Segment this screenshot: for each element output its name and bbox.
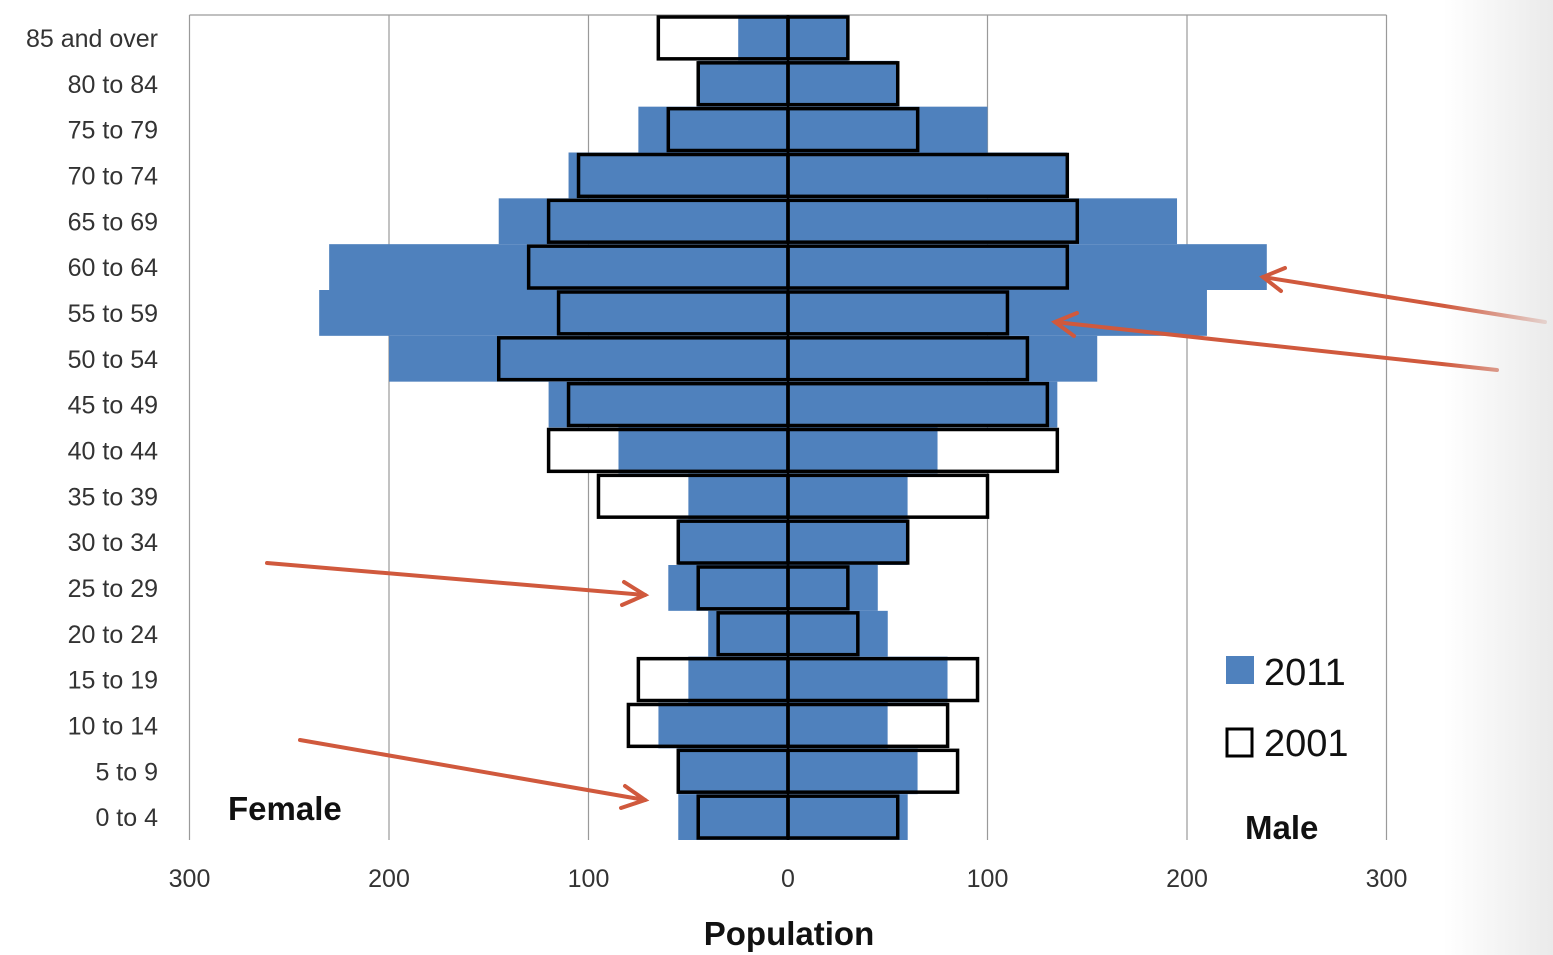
bar-2011-male (788, 794, 908, 840)
y-tick-label: 65 to 69 (68, 208, 158, 236)
male-label: Male (1245, 809, 1318, 846)
bar-2011-female (498, 198, 788, 245)
bar-2011-male (788, 381, 1058, 428)
bar-2011-female (668, 565, 788, 611)
bar-2011-male (788, 335, 1098, 382)
legend: 2011 2001 (1225, 652, 1349, 765)
bar-2011-male (788, 702, 888, 749)
bar-2011-male (788, 610, 888, 657)
x-tick-label: 200 (1166, 865, 1208, 893)
y-tick-label: 35 to 39 (68, 483, 158, 511)
bar-2011-male (788, 152, 1068, 199)
right-edge-shade (1443, 0, 1553, 955)
bar-2011-male (788, 427, 938, 474)
legend-label-2001: 2001 (1264, 723, 1349, 765)
y-tick-label: 75 to 79 (68, 117, 158, 145)
y-tick-label: 15 to 19 (68, 667, 158, 695)
bar-2011-male (788, 290, 1207, 336)
bar-2011-female (389, 335, 788, 382)
y-tick-label: 40 to 44 (68, 437, 158, 465)
x-tick-label: 0 (781, 865, 795, 893)
bar-2001-female-excess (548, 429, 619, 472)
bar-2001-male-excess (907, 475, 988, 518)
legend-swatch-2011 (1226, 656, 1254, 684)
bar-2011-female (678, 748, 788, 795)
bar-2011-male (788, 519, 908, 565)
bar-2011-female (708, 610, 788, 657)
bar-2001-female-excess (628, 704, 659, 747)
bars-2011 (319, 15, 1267, 840)
y-tick-label: 0 to 4 (95, 804, 158, 832)
y-tick-label: 50 to 54 (68, 346, 158, 374)
x-axis-title: Population (704, 915, 874, 952)
bar-2011-male (788, 473, 908, 520)
bar-2011-male (788, 565, 878, 611)
bar-2011-female (329, 244, 788, 290)
y-tick-label: 30 to 34 (68, 529, 158, 557)
x-tick-label: 200 (368, 865, 410, 893)
y-tick-label: 45 to 49 (68, 392, 158, 420)
bar-2001-male-excess (917, 750, 958, 793)
bar-2011-male (788, 60, 898, 107)
arrow-0-to-4-icon (298, 738, 650, 810)
bar-2001-female-excess (638, 658, 689, 701)
y-tick-label: 85 and over (26, 25, 158, 53)
bar-2011-female (698, 60, 788, 107)
bar-2011-male (788, 748, 918, 795)
bar-2011-male (788, 656, 948, 703)
bar-2011-female (688, 473, 788, 520)
y-tick-label: 55 to 59 (68, 300, 158, 328)
x-tick-label: 300 (1366, 865, 1408, 893)
y-tick-label: 10 to 14 (68, 712, 158, 740)
legend-swatch-2001 (1225, 727, 1254, 758)
bar-2001-male-excess (947, 658, 978, 701)
bar-2011-female (738, 15, 788, 61)
y-tick-label: 60 to 64 (68, 254, 158, 282)
x-tick-label: 100 (967, 865, 1009, 893)
bar-2011-female (548, 381, 788, 428)
female-label: Female (228, 790, 342, 827)
bar-2011-male (788, 15, 848, 61)
bar-2011-female (658, 702, 788, 749)
bar-2011-female (678, 794, 788, 840)
bar-2001-female-excess (658, 17, 739, 59)
bar-2011-female (688, 656, 788, 703)
arrow-55-to-59-icon (1050, 311, 1499, 372)
y-tick-labels: 85 and over 80 to 84 75 to 79 70 to 74 65 to… (26, 25, 158, 832)
y-tick-label: 5 to 9 (95, 758, 158, 786)
bar-2011-female (678, 519, 788, 565)
arrow-25-to-29-icon (265, 561, 650, 607)
legend-label-2011: 2011 (1264, 652, 1346, 694)
bar-2011-female (319, 290, 788, 336)
bar-2011-female (638, 106, 788, 153)
x-tick-label: 100 (568, 865, 610, 893)
bar-2001-female-excess (598, 475, 689, 518)
y-tick-label: 25 to 29 (68, 575, 158, 603)
bar-2011-female (618, 427, 788, 474)
bar-2011-male (788, 244, 1267, 290)
x-tick-labels: 300 200 100 0 100 200 300 (169, 865, 1408, 893)
x-tick-label: 300 (169, 865, 211, 893)
bar-2011-male (788, 106, 988, 153)
bar-2001-male-excess (887, 704, 948, 747)
bar-2011-male (788, 198, 1178, 245)
bar-2001-male-excess (937, 429, 1058, 472)
y-tick-label: 20 to 24 (68, 621, 158, 649)
y-tick-label: 80 to 84 (68, 71, 158, 99)
bar-2011-female (568, 152, 788, 199)
y-tick-label: 70 to 74 (68, 162, 158, 190)
